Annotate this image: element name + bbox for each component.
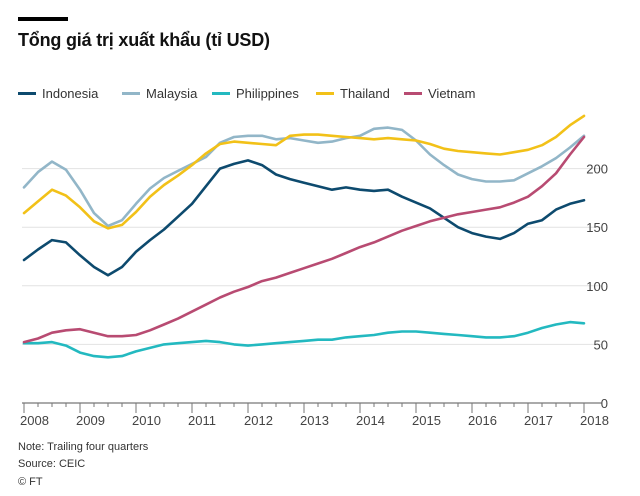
legend-item-philippines: Philippines: [212, 86, 299, 101]
chart-title: Tổng giá trị xuất khẩu (tỉ USD): [18, 30, 270, 50]
series-line-thailand: [22, 114, 586, 230]
y-tick-label: 50: [594, 337, 608, 352]
x-tick-label: 2013: [300, 413, 329, 428]
legend-label: Vietnam: [428, 86, 476, 101]
chart-note: Note: Trailing four quarters: [18, 441, 149, 453]
x-tick-label: 2009: [76, 413, 105, 428]
series-line-philippines: [22, 320, 586, 359]
x-tick-label: 2012: [244, 413, 273, 428]
legend-swatch: [18, 92, 36, 96]
x-tick-label: 2016: [468, 413, 497, 428]
line-chart: 0 50 100 150 200 2008 2009 2010 2011 2012 2013 2014…: [20, 114, 609, 428]
legend-item-indonesia: Indonesia: [18, 86, 98, 101]
header-rule: [18, 17, 68, 21]
x-tick-label: 2017: [524, 413, 553, 428]
series-line-malaysia: [22, 126, 586, 228]
legend-label: Malaysia: [146, 86, 198, 101]
y-tick-label: 150: [586, 220, 608, 235]
chart-source: Source: CEIC: [18, 458, 86, 470]
legend-swatch: [212, 92, 230, 96]
legend-item-malaysia: Malaysia: [122, 86, 197, 101]
x-tick-label: 2015: [412, 413, 441, 428]
legend-swatch: [404, 92, 422, 96]
legend-swatch: [316, 92, 334, 96]
legend-label: Thailand: [340, 86, 390, 101]
series-line-indonesia: [22, 159, 586, 277]
y-tick-label: 200: [586, 162, 608, 177]
legend-swatch: [122, 92, 140, 96]
legend-item-vietnam: Vietnam: [404, 86, 475, 101]
x-tick-label: 2018: [580, 413, 609, 428]
legend-label: Philippines: [236, 86, 299, 101]
chart-copyright: © FT: [18, 476, 43, 488]
x-tick-label: 2008: [20, 413, 49, 428]
y-tick-label: 0: [601, 396, 608, 411]
legend-item-thailand: Thailand: [316, 86, 390, 101]
y-tick-label: 100: [586, 279, 608, 294]
legend-label: Indonesia: [42, 86, 99, 101]
x-tick-label: 2010: [132, 413, 161, 428]
x-tick-label: 2011: [188, 413, 216, 428]
series-line-vietnam: [22, 135, 586, 344]
x-tick-label: 2014: [356, 413, 385, 428]
